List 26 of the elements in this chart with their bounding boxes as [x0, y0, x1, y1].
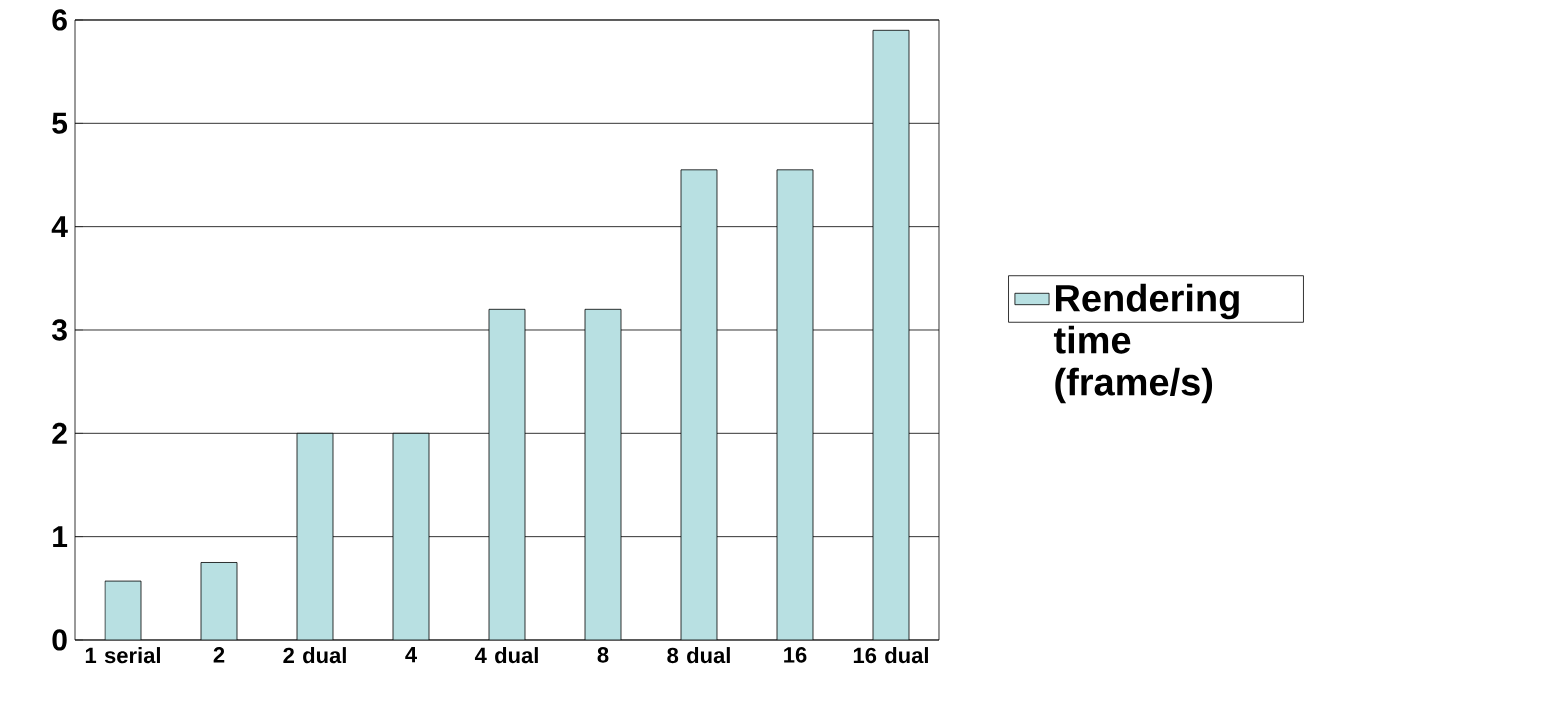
bar: [872, 29, 910, 640]
x-tick-label: 16 dual: [853, 647, 928, 664]
bar: [680, 169, 718, 640]
x-tick-label: 2: [213, 647, 225, 663]
x-tick-label: 16: [784, 647, 807, 663]
x-tick-label: 2 dual: [283, 647, 346, 664]
y-tick-label: 4: [51, 216, 68, 237]
bar: [776, 169, 814, 640]
y-tick-label: 3: [51, 319, 67, 341]
x-tick-label: 8: [597, 647, 609, 663]
bar: [296, 432, 334, 640]
bar: [488, 308, 526, 640]
bar: [104, 580, 142, 640]
y-tick-label: 6: [52, 9, 67, 31]
x-tick-label: 8 dual: [667, 647, 730, 664]
legend-label: Rendering time (frame/s): [1053, 283, 1239, 404]
y-tick-label: 0: [52, 629, 67, 651]
bar: [584, 308, 622, 640]
x-tick-label: 1 serial: [85, 647, 160, 664]
x-tick-label: 4: [405, 647, 417, 663]
y-tick-label: 1: [53, 526, 68, 547]
bar: [200, 562, 238, 640]
x-tick-label: 4 dual: [474, 647, 538, 664]
bar: [392, 432, 430, 640]
y-tick-label: 5: [52, 112, 68, 134]
y-tick-label: 2: [52, 422, 67, 444]
